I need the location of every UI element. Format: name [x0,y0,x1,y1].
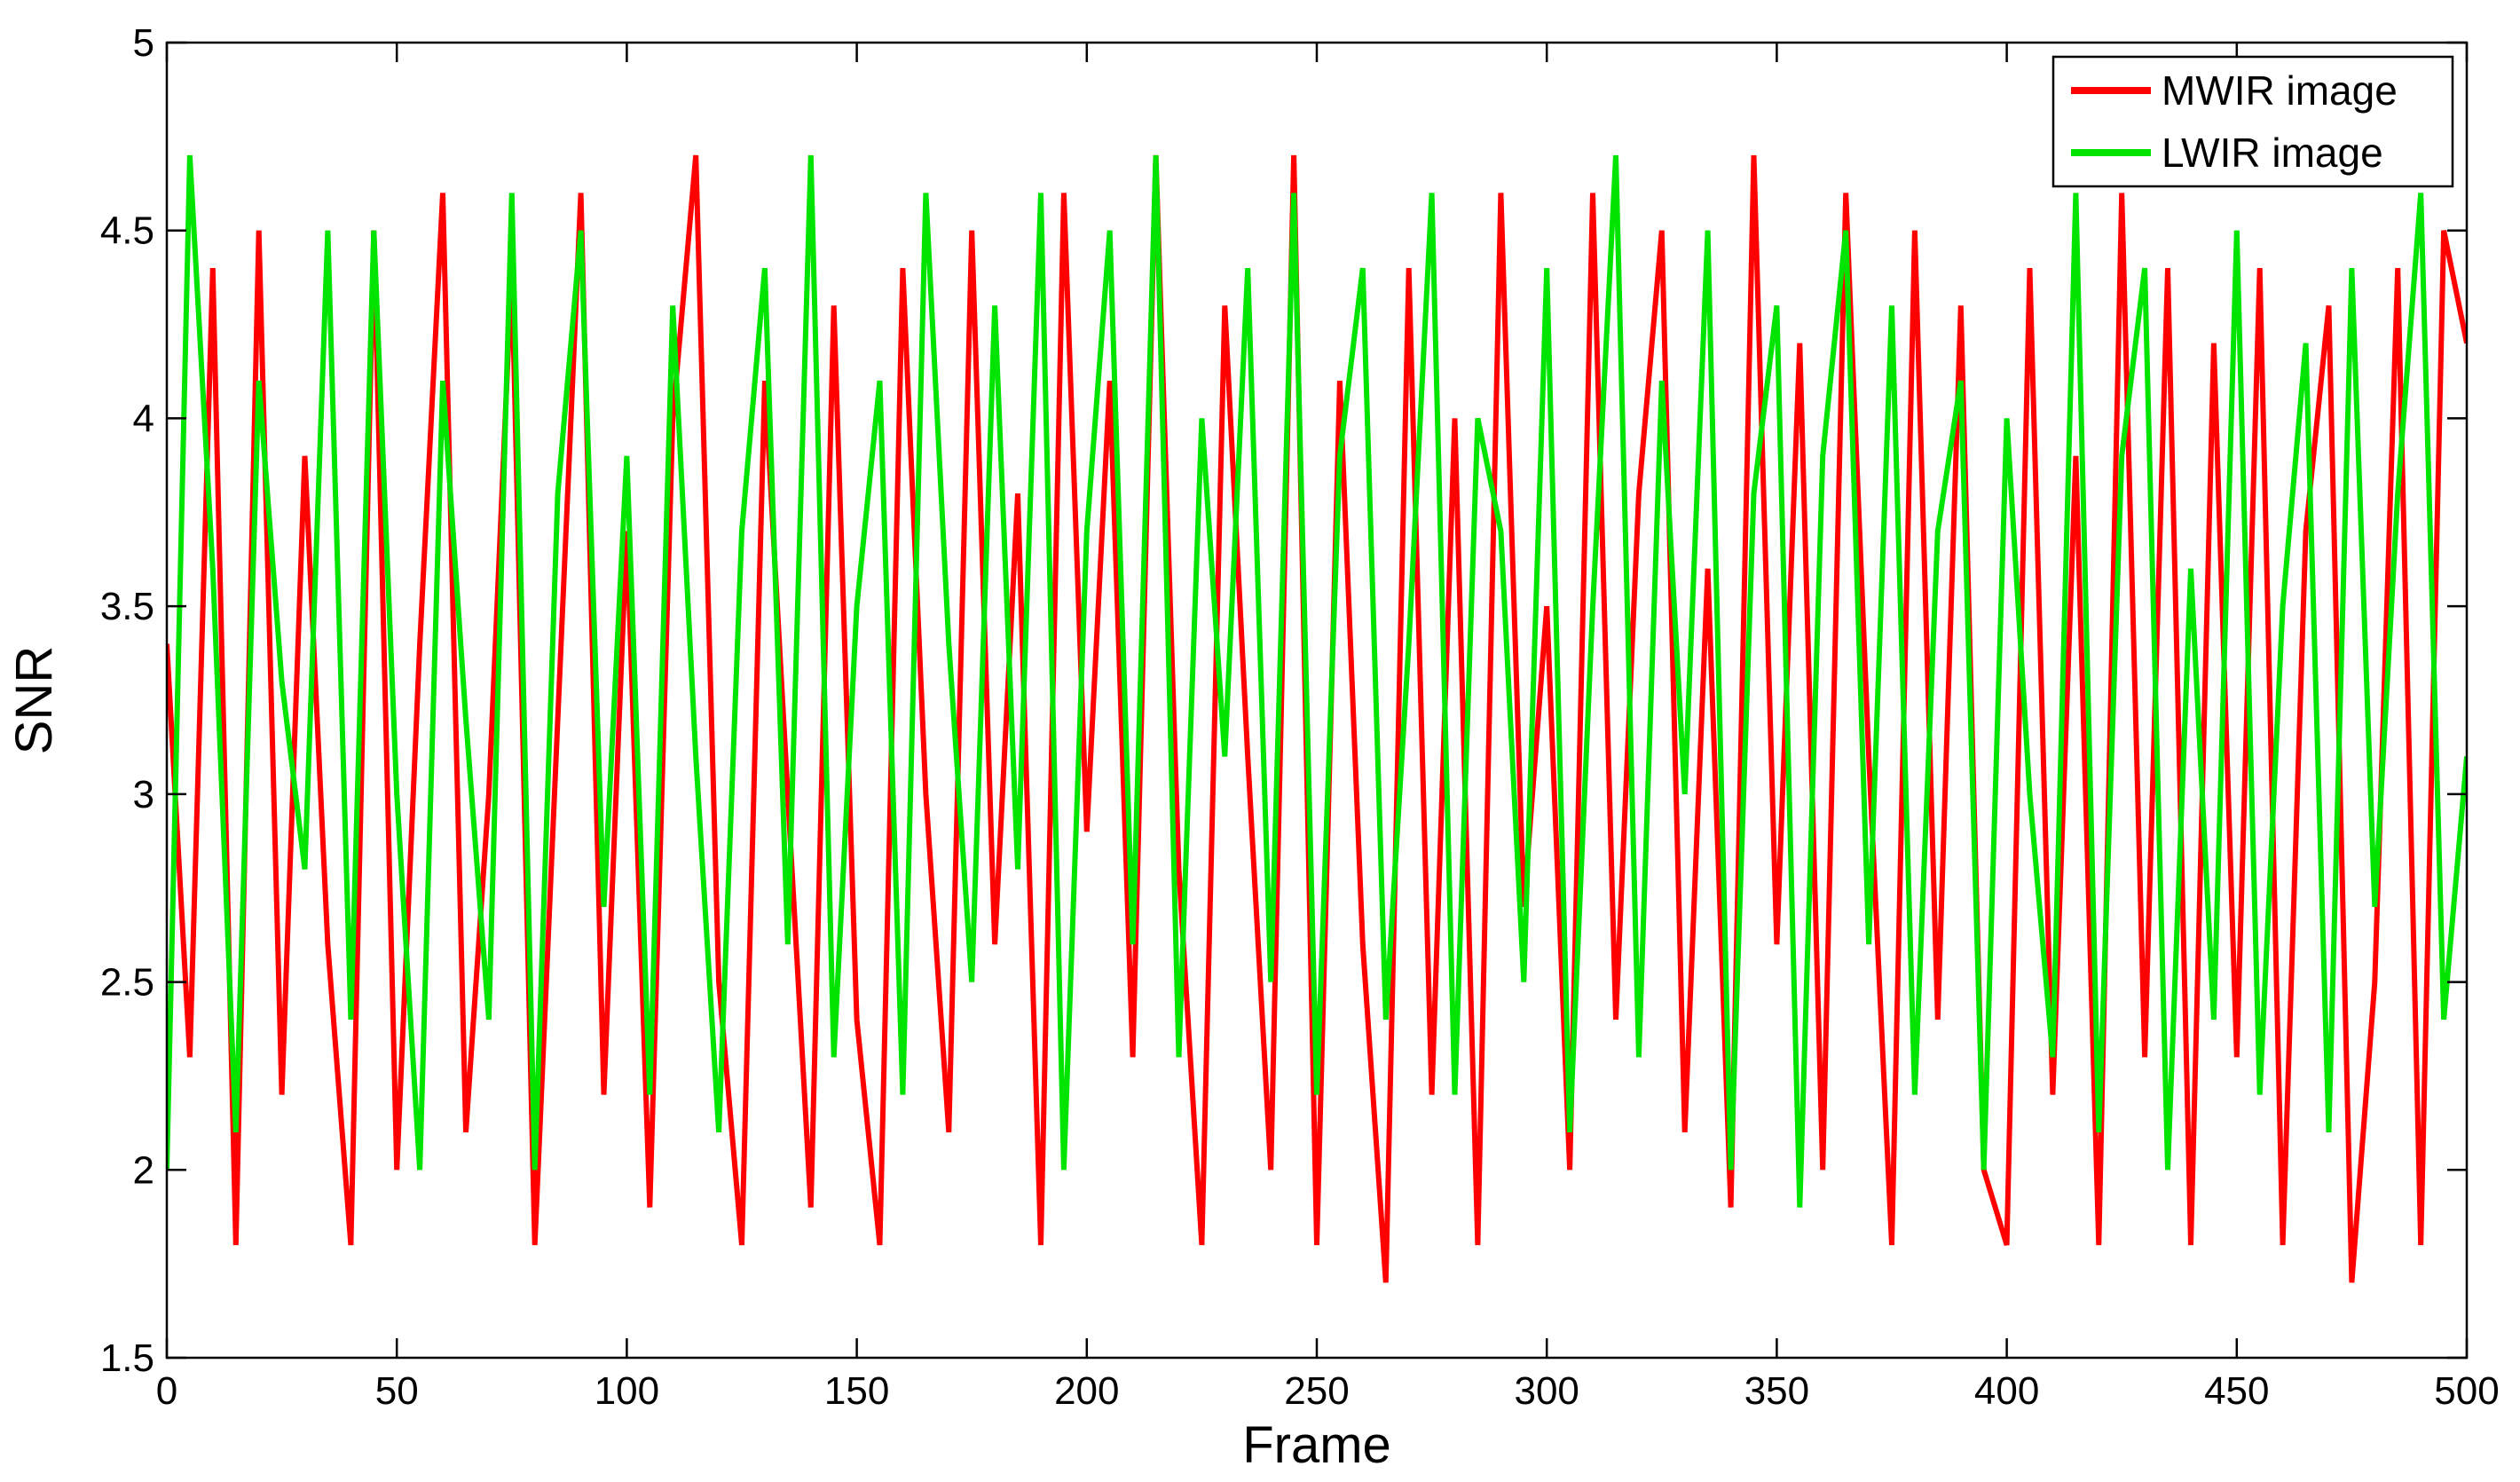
y-tick-label: 3 [133,773,154,816]
y-tick-label: 3.5 [100,585,154,628]
y-tick-label: 2.5 [100,961,154,1005]
y-tick-label: 1.5 [100,1336,154,1380]
x-tick-label: 0 [156,1369,177,1413]
series-layer [167,154,2467,1283]
x-tick-label: 50 [375,1369,419,1413]
legend-box [2051,55,2454,188]
x-tick-label: 150 [824,1369,889,1413]
series-line-lwir [167,154,2467,1208]
x-tick-label: 300 [1514,1369,1579,1413]
x-tick-label: 400 [1974,1369,2039,1413]
y-tick-label: 5 [133,21,154,65]
x-tick-label: 350 [1744,1369,1809,1413]
y-tick-label: 2 [133,1148,154,1192]
y-tick-label: 4 [133,397,154,440]
x-tick-label: 450 [2204,1369,2269,1413]
y-tick-label: 4.5 [100,209,154,253]
y-axis-title: SNR [5,646,63,754]
x-tick-label: 250 [1284,1369,1349,1413]
x-tick-label: 500 [2434,1369,2499,1413]
legend: MWIR image LWIR image [2051,55,2454,188]
legend-label-lwir: LWIR image [2162,130,2383,176]
series-line-mwir [167,154,2467,1283]
x-axis-title: Frame [1242,1416,1391,1474]
ticks-layer: 0 50 100 150 200 250 300 350 400 450 500 1.5 2 2.5 3 3.… [100,21,2500,1413]
legend-label-mwir: MWIR image [2162,67,2398,114]
x-tick-label: 100 [595,1369,659,1413]
x-tick-label: 200 [1054,1369,1119,1413]
